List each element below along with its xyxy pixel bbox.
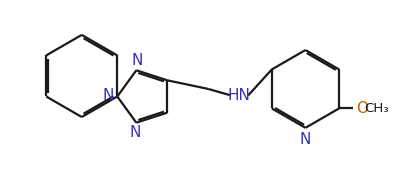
Text: CH₃: CH₃ [364, 102, 389, 115]
Text: N: N [102, 88, 114, 103]
Text: N: N [300, 132, 311, 147]
Text: O: O [356, 101, 368, 116]
Text: HN: HN [227, 88, 250, 103]
Text: N: N [129, 125, 141, 140]
Text: N: N [132, 53, 143, 68]
